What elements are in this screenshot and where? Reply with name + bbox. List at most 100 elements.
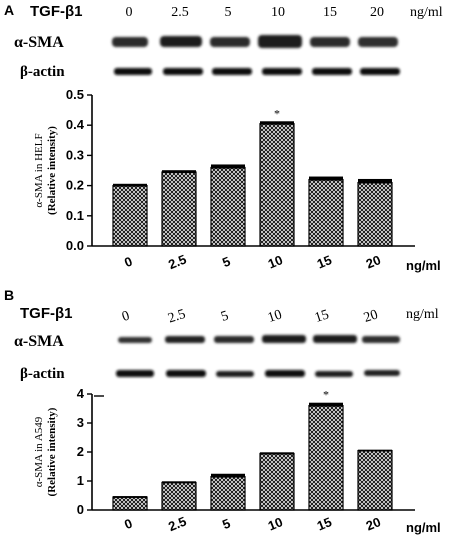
y-axis-title-line: α-SMA in A549 xyxy=(33,416,45,487)
x-axis-title: ng/ml xyxy=(406,520,441,535)
blot-band xyxy=(216,371,254,377)
x-tick-label: 20 xyxy=(364,252,383,271)
x-tick-label: 0 xyxy=(122,254,134,271)
y-tick-label: 0.4 xyxy=(66,117,85,132)
y-tick-label: 0.1 xyxy=(66,208,84,223)
y-axis-title: α-SMA in HELF(Relative intensity) xyxy=(33,126,58,215)
bar-chart-a: 0.0 0.1 0.2 0.3 0.4 0.5 α-SMA in HELF(Relative… xyxy=(33,87,441,273)
panel-a-treatment-label: TGF-β1 xyxy=(30,3,83,20)
blot-band xyxy=(118,337,152,343)
panel-b-unit: ng/ml xyxy=(406,307,439,322)
blot-band xyxy=(360,68,400,75)
y-axis-title-line: (Relative intensity) xyxy=(46,407,58,496)
bar-chart-b: 0 1 2 3 4 α-SMA in A549(Relative intensity) 0 2… xyxy=(33,386,441,535)
y-axis-title-line: (Relative intensity) xyxy=(46,126,58,215)
blot-band xyxy=(163,68,203,75)
bar xyxy=(308,178,344,247)
blot-label-alpha-sma: α-SMA xyxy=(14,333,64,350)
bar xyxy=(357,449,393,511)
dose-label: 10 xyxy=(266,307,284,326)
significance-marker: * xyxy=(274,106,280,120)
dose-label: 15 xyxy=(323,5,337,20)
x-tick-label: 15 xyxy=(315,252,334,271)
blot-band xyxy=(210,37,250,47)
blot-label-beta-actin: β-actin xyxy=(20,366,65,382)
y-tick-label: 2 xyxy=(77,444,84,459)
y-tick-label: 0 xyxy=(77,502,84,517)
error-bar xyxy=(358,178,392,184)
blot-band xyxy=(310,37,350,47)
x-tick-label: 15 xyxy=(315,514,334,533)
bar xyxy=(112,185,148,247)
x-tick-label: 10 xyxy=(266,252,285,271)
y-tick-label: 0.0 xyxy=(66,238,84,253)
x-tick-label: 10 xyxy=(266,514,285,533)
error-bar xyxy=(211,473,245,478)
western-blot-beta-actin xyxy=(116,370,400,377)
x-tick-label: 5 xyxy=(220,254,232,271)
x-tick-label: 20 xyxy=(364,514,383,533)
error-bar xyxy=(309,176,343,181)
y-axis-title-line: α-SMA in HELF xyxy=(33,133,45,207)
x-tick-label: 5 xyxy=(220,516,232,533)
error-bar xyxy=(309,402,343,407)
significance-marker: * xyxy=(323,388,329,402)
x-tick-label: 0 xyxy=(122,516,134,533)
blot-band xyxy=(166,370,206,377)
panel-b-treatment-label: TGF-β1 xyxy=(20,305,73,322)
dose-label: 5 xyxy=(225,5,232,20)
error-bar xyxy=(260,121,294,125)
error-bar xyxy=(260,452,294,455)
error-bar xyxy=(162,481,196,484)
dose-label: 20 xyxy=(370,5,384,20)
blot-band xyxy=(112,37,148,47)
x-tick-label: 2.5 xyxy=(166,251,188,272)
dose-label: 0 xyxy=(120,308,131,324)
blot-band xyxy=(262,335,306,343)
bar xyxy=(161,481,197,511)
panel-b-letter: B xyxy=(4,287,14,303)
blot-band xyxy=(364,370,400,376)
bar xyxy=(308,405,344,511)
error-bar xyxy=(113,496,147,498)
bar xyxy=(259,452,295,511)
y-tick-label: 3 xyxy=(77,415,84,430)
blot-band xyxy=(116,370,154,377)
panel-a-dose-labels: 0 2.5 5 10 15 20 xyxy=(126,5,385,20)
error-bar xyxy=(358,449,392,452)
blot-band xyxy=(315,371,353,377)
blot-label-beta-actin: β-actin xyxy=(20,64,65,80)
dose-label: 20 xyxy=(362,307,380,326)
y-tick-label: 1 xyxy=(77,473,84,488)
blot-band xyxy=(358,37,398,47)
blot-band xyxy=(313,335,357,343)
panel-a-letter: A xyxy=(4,2,14,18)
western-blot-alpha-sma xyxy=(112,35,398,48)
panel-b: B TGF-β1 0 2.5 5 10 15 20 ng/ml α-SMA β-… xyxy=(4,287,441,535)
blot-band xyxy=(114,68,152,75)
blot-band xyxy=(160,36,202,47)
error-bar xyxy=(113,183,147,187)
western-blot-alpha-sma xyxy=(118,335,400,343)
blot-band xyxy=(312,68,352,75)
bar xyxy=(259,123,295,247)
blot-band xyxy=(258,35,302,48)
y-tick-label: 0.5 xyxy=(66,87,84,102)
blot-band xyxy=(265,370,305,377)
bar xyxy=(161,171,197,247)
bar xyxy=(210,476,246,511)
y-tick-label: 0.3 xyxy=(66,147,84,162)
x-tick-label: 2.5 xyxy=(166,513,188,534)
dose-label: 2.5 xyxy=(171,5,189,20)
bar xyxy=(357,181,393,247)
x-axis-title: ng/ml xyxy=(406,258,441,273)
bar xyxy=(210,166,246,247)
error-bar xyxy=(162,170,196,174)
panel-b-dose-labels: 0 2.5 5 10 15 20 xyxy=(120,307,380,327)
y-tick-label: 0.2 xyxy=(66,178,84,193)
blot-band xyxy=(165,336,205,343)
dose-label: 15 xyxy=(313,307,331,326)
y-axis-title: α-SMA in A549(Relative intensity) xyxy=(33,407,58,496)
western-blot-beta-actin xyxy=(114,68,400,75)
